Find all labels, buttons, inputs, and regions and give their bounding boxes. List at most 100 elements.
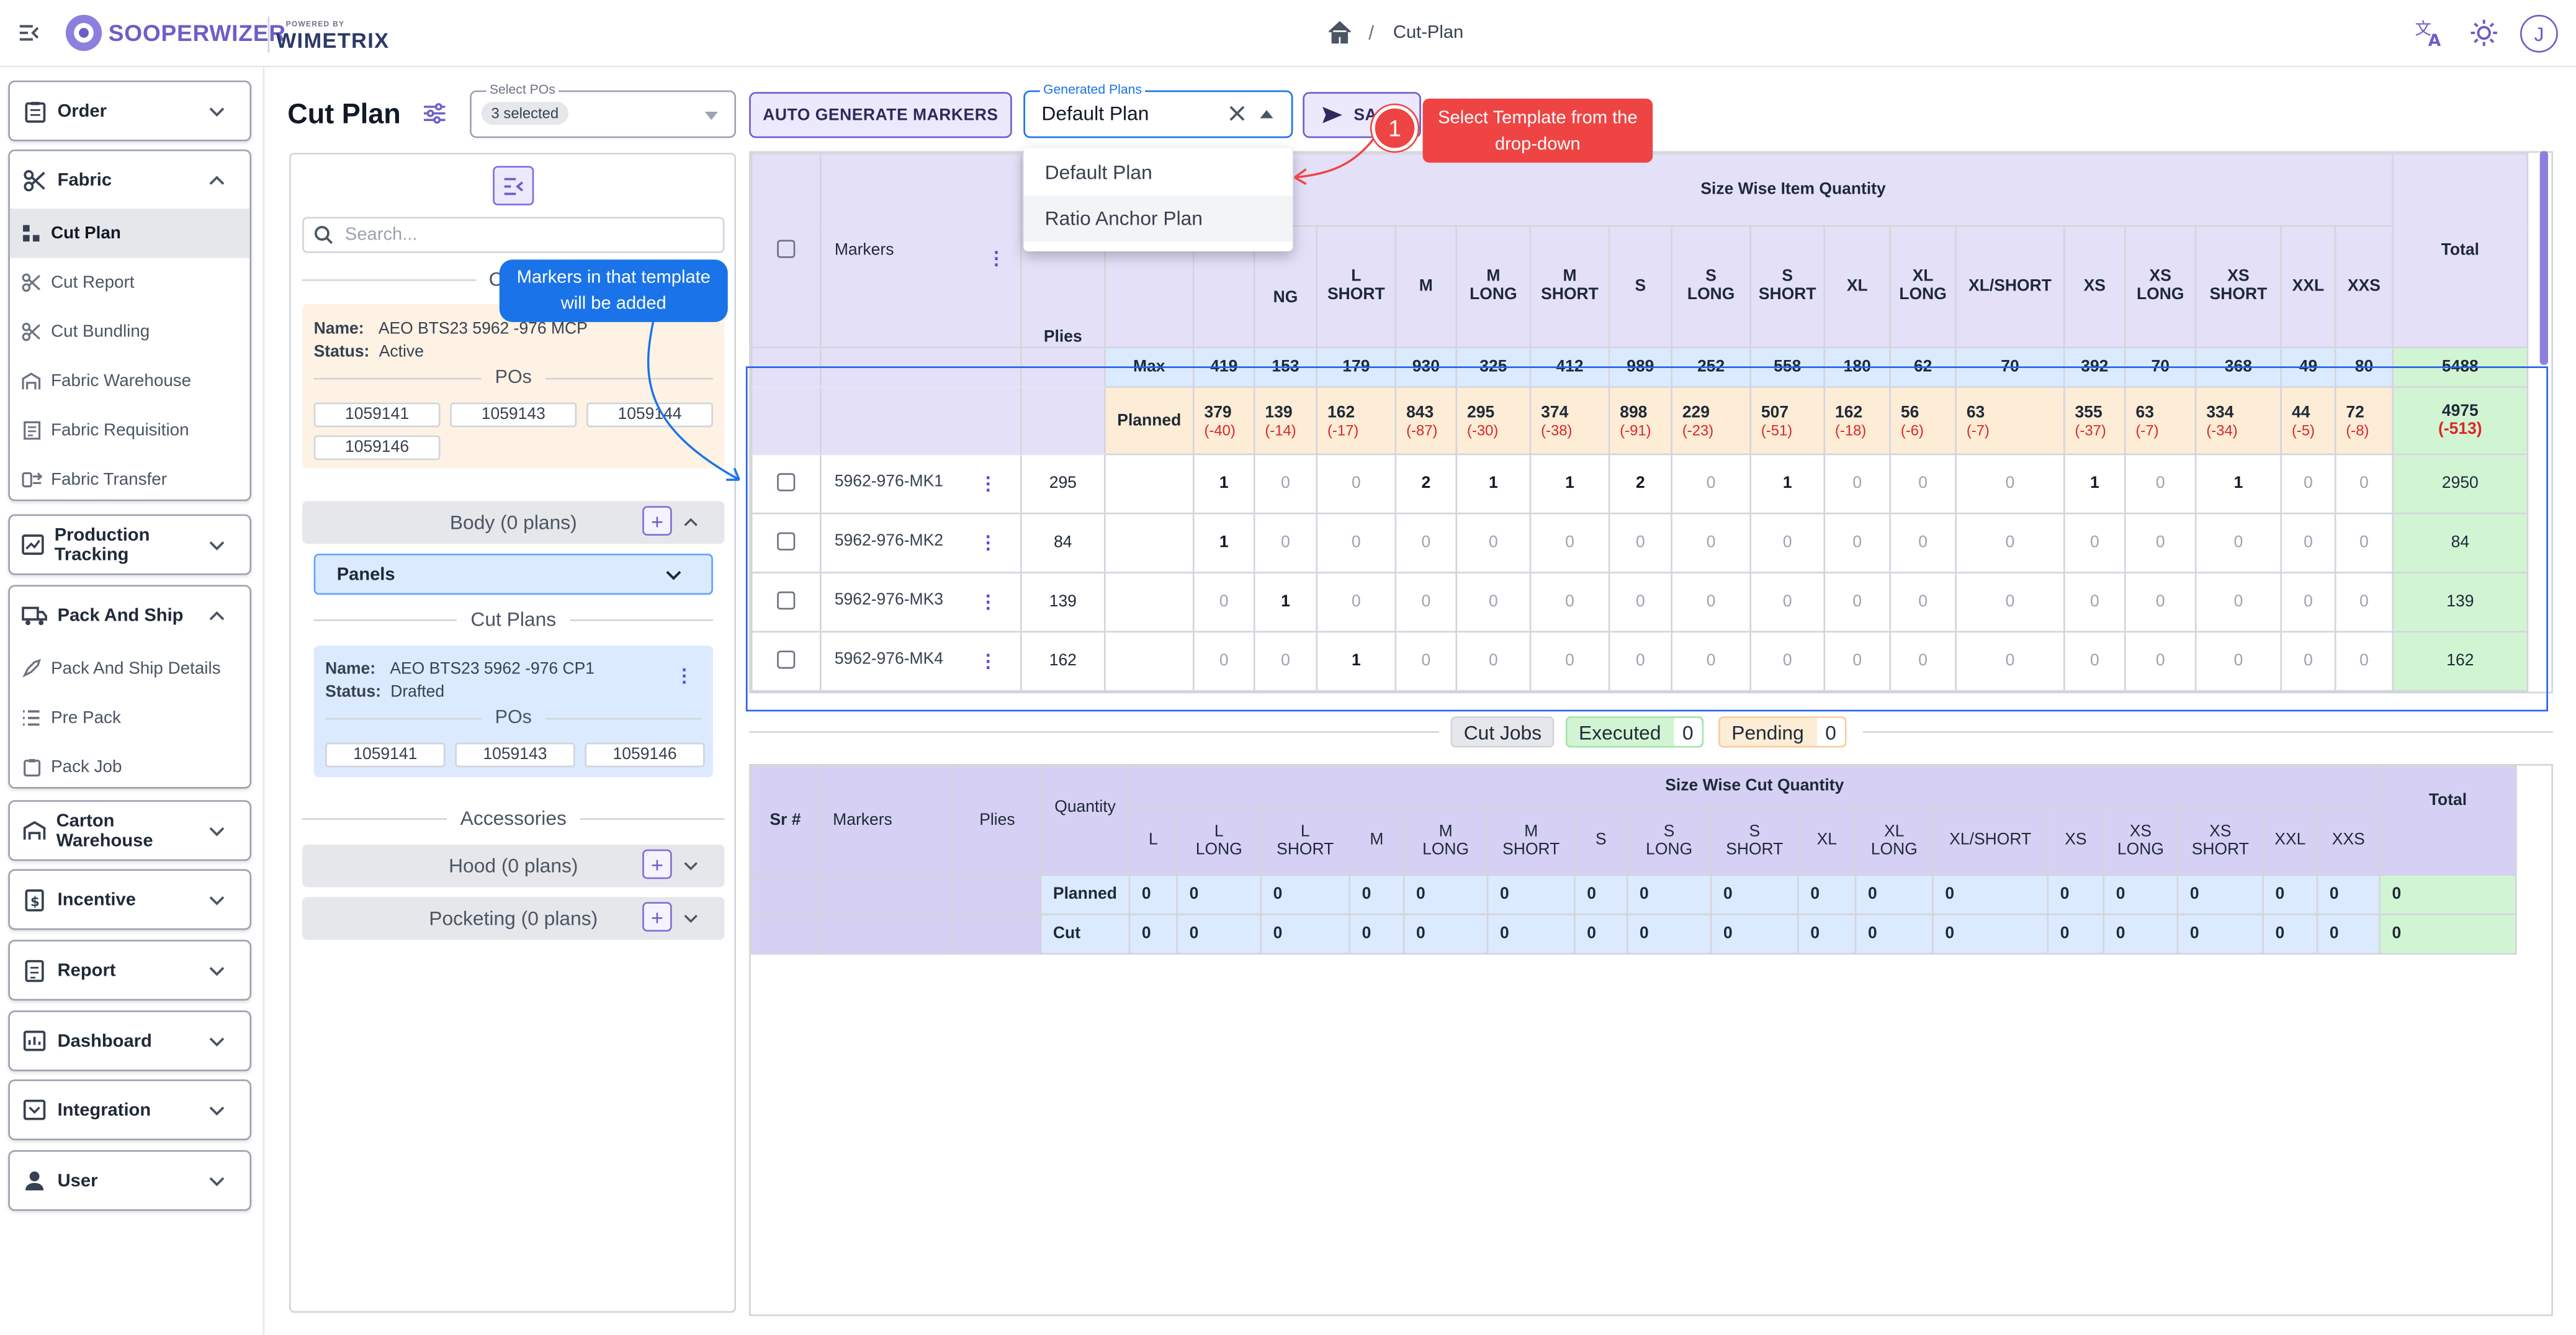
ratio-value[interactable]: 0	[1394, 572, 1458, 633]
ratio-value[interactable]: 0	[2280, 453, 2336, 515]
marker-row[interactable]: 5962-976-MK1 ⋮ 295 1 0 0 2 1 1 2 0 1 0 0 0 1 0 1 0 0 2950	[750, 453, 2529, 515]
ratio-value[interactable]: 0	[1455, 572, 1532, 633]
ratio-value[interactable]: 0	[2124, 572, 2197, 633]
ratio-value[interactable]: 0	[2334, 572, 2394, 633]
ratio-value[interactable]: 0	[1192, 572, 1255, 633]
ratio-value[interactable]: 0	[1529, 572, 1610, 633]
ratio-value[interactable]: 1	[1394, 690, 1458, 692]
sidebar-group-user[interactable]: User	[8, 1150, 252, 1211]
ratio-value[interactable]: 0	[1823, 512, 1892, 573]
chevron-up-icon[interactable]	[683, 518, 698, 528]
home-icon[interactable]	[1327, 20, 1352, 45]
ratio-value[interactable]: 0	[1608, 572, 1672, 633]
ratio-value[interactable]: 0	[1316, 572, 1397, 633]
ratio-value[interactable]: 0	[1529, 512, 1610, 573]
ratio-value[interactable]: 0	[2063, 690, 2126, 692]
ratio-value[interactable]: 0	[1671, 572, 1752, 633]
clear-icon[interactable]	[1229, 105, 1245, 121]
ratio-value[interactable]: 1	[2194, 453, 2282, 515]
ratio-value[interactable]: 0	[1192, 690, 1255, 692]
ratio-value[interactable]: 0	[2334, 453, 2394, 515]
auto-generate-markers-button[interactable]: AUTO GENERATE MARKERS	[749, 92, 1012, 138]
pending-badge[interactable]: Pending 0	[1718, 716, 1846, 748]
ratio-value[interactable]: 0	[2124, 512, 2197, 573]
ratio-value[interactable]: 0	[1823, 572, 1892, 633]
ratio-value[interactable]: 0	[2063, 512, 2126, 573]
ratio-value[interactable]: 0	[1823, 453, 1892, 515]
ratio-value[interactable]: 0	[1889, 631, 1957, 692]
plies-value[interactable]: 253	[1020, 690, 1106, 692]
marker-options-icon[interactable]: ⋮	[979, 593, 997, 613]
sidebar-item-fabric-requisition[interactable]: Fabric Requisition	[10, 406, 250, 455]
ratio-value[interactable]: 1	[1253, 572, 1318, 633]
ratio-value[interactable]: 0	[1671, 512, 1752, 573]
ratio-value[interactable]: 0	[2063, 631, 2126, 692]
ratio-value[interactable]: 0	[1253, 690, 1318, 692]
chevron-down-icon[interactable]	[683, 914, 698, 924]
ratio-value[interactable]: 0	[1253, 631, 1318, 692]
panels-accordion[interactable]: Panels	[313, 554, 713, 595]
ratio-value[interactable]: 0	[1253, 512, 1318, 573]
ratio-value[interactable]: 0	[1955, 572, 2065, 633]
add-plan-icon[interactable]: +	[642, 902, 672, 932]
sidebar-item-cut-report[interactable]: Cut Report	[10, 258, 250, 307]
plies-value[interactable]: 162	[1020, 631, 1106, 692]
ratio-value[interactable]: 0	[1749, 690, 1826, 692]
ratio-value[interactable]: 0	[1955, 690, 2065, 692]
ratio-value[interactable]: 0	[2194, 512, 2282, 573]
ratio-value[interactable]: 2	[1608, 453, 1672, 515]
body-section-header[interactable]: Body (0 plans) +	[302, 501, 725, 544]
sidebar-group-production-tracking[interactable]: Production Tracking	[8, 514, 252, 575]
ratio-value[interactable]: 0	[2334, 512, 2394, 573]
sidebar-item-cut-bundling[interactable]: Cut Bundling	[10, 307, 250, 356]
marker-options-icon[interactable]: ⋮	[979, 652, 997, 672]
marker-row[interactable]: 5962-976-MK3 ⋮ 139 0 1 0 0 0 0 0 0 0 0 0 0 0 0 0 0 0 139	[750, 572, 2529, 633]
ratio-value[interactable]: 0	[1749, 631, 1826, 692]
sidebar-item-pack-job[interactable]: Pack Job	[10, 743, 250, 792]
cut-jobs-tab[interactable]: Cut Jobs	[1450, 716, 1555, 748]
row-checkbox[interactable]	[777, 531, 796, 550]
pocketing-section-header[interactable]: Pocketing (0 plans) +	[302, 897, 725, 940]
select-all-checkbox[interactable]	[777, 239, 796, 258]
ratio-value[interactable]: 0	[1823, 631, 1892, 692]
ratio-value[interactable]: 0	[1529, 631, 1610, 692]
ratio-value[interactable]: 0	[1394, 631, 1458, 692]
ratio-value[interactable]: 0	[1889, 512, 1957, 573]
sidebar-item-pre-pack[interactable]: Pre Pack	[10, 693, 250, 742]
plies-value[interactable]: 139	[1020, 572, 1106, 633]
ratio-value[interactable]: 0	[1608, 690, 1672, 692]
ratio-value[interactable]: 1	[1749, 453, 1826, 515]
ratio-value[interactable]: 1	[1192, 512, 1255, 573]
cp1-plan-card[interactable]: Name: AEO BTS23 5962 -976 CP1 Status: Dr…	[313, 645, 713, 778]
ratio-value[interactable]: 0	[1749, 572, 1826, 633]
plan-options-icon[interactable]: ⋮	[675, 667, 694, 687]
ratio-value[interactable]: 0	[1608, 631, 1672, 692]
sidebar-item-fabric-warehouse[interactable]: Fabric Warehouse	[10, 356, 250, 405]
ratio-value[interactable]: 0	[1394, 512, 1458, 573]
ratio-value[interactable]: 0	[1889, 572, 1957, 633]
markers-options-icon[interactable]: ⋮	[987, 249, 1006, 270]
marker-row[interactable]: 5962-976-MK4 ⋮ 162 0 0 1 0 0 0 0 0 0 0 0 0 0 0 0 0 0 162	[750, 631, 2529, 692]
ratio-value[interactable]: 0	[2334, 690, 2394, 692]
ratio-value[interactable]: 0	[1529, 690, 1610, 692]
ratio-value[interactable]: 0	[1192, 631, 1255, 692]
ratio-value[interactable]: 0	[1316, 690, 1397, 692]
row-checkbox[interactable]	[777, 590, 796, 609]
ratio-value[interactable]: 0	[2063, 572, 2126, 633]
add-plan-icon[interactable]: +	[642, 506, 672, 536]
sidebar-group-incentive[interactable]: $ Incentive	[8, 869, 252, 930]
ratio-value[interactable]: 0	[2280, 572, 2336, 633]
plans-search-input[interactable]: Search...	[302, 217, 725, 253]
marker-options-icon[interactable]: ⋮	[979, 475, 997, 495]
ratio-value[interactable]: 0	[1316, 453, 1397, 515]
ratio-value[interactable]: 0	[2280, 512, 2336, 573]
ratio-value[interactable]: 0	[2194, 631, 2282, 692]
ratio-value[interactable]: 0	[1955, 631, 2065, 692]
filter-settings-icon[interactable]	[422, 102, 447, 125]
collapse-panel-button[interactable]	[493, 166, 534, 205]
dropdown-option-default-plan[interactable]: Default Plan	[1044, 161, 1152, 184]
ratio-value[interactable]: 0	[2280, 690, 2336, 692]
marker-row[interactable]: 5962-976-MK5⋮25300010000000000000253	[750, 690, 2529, 692]
ratio-value[interactable]: 1	[1455, 453, 1532, 515]
